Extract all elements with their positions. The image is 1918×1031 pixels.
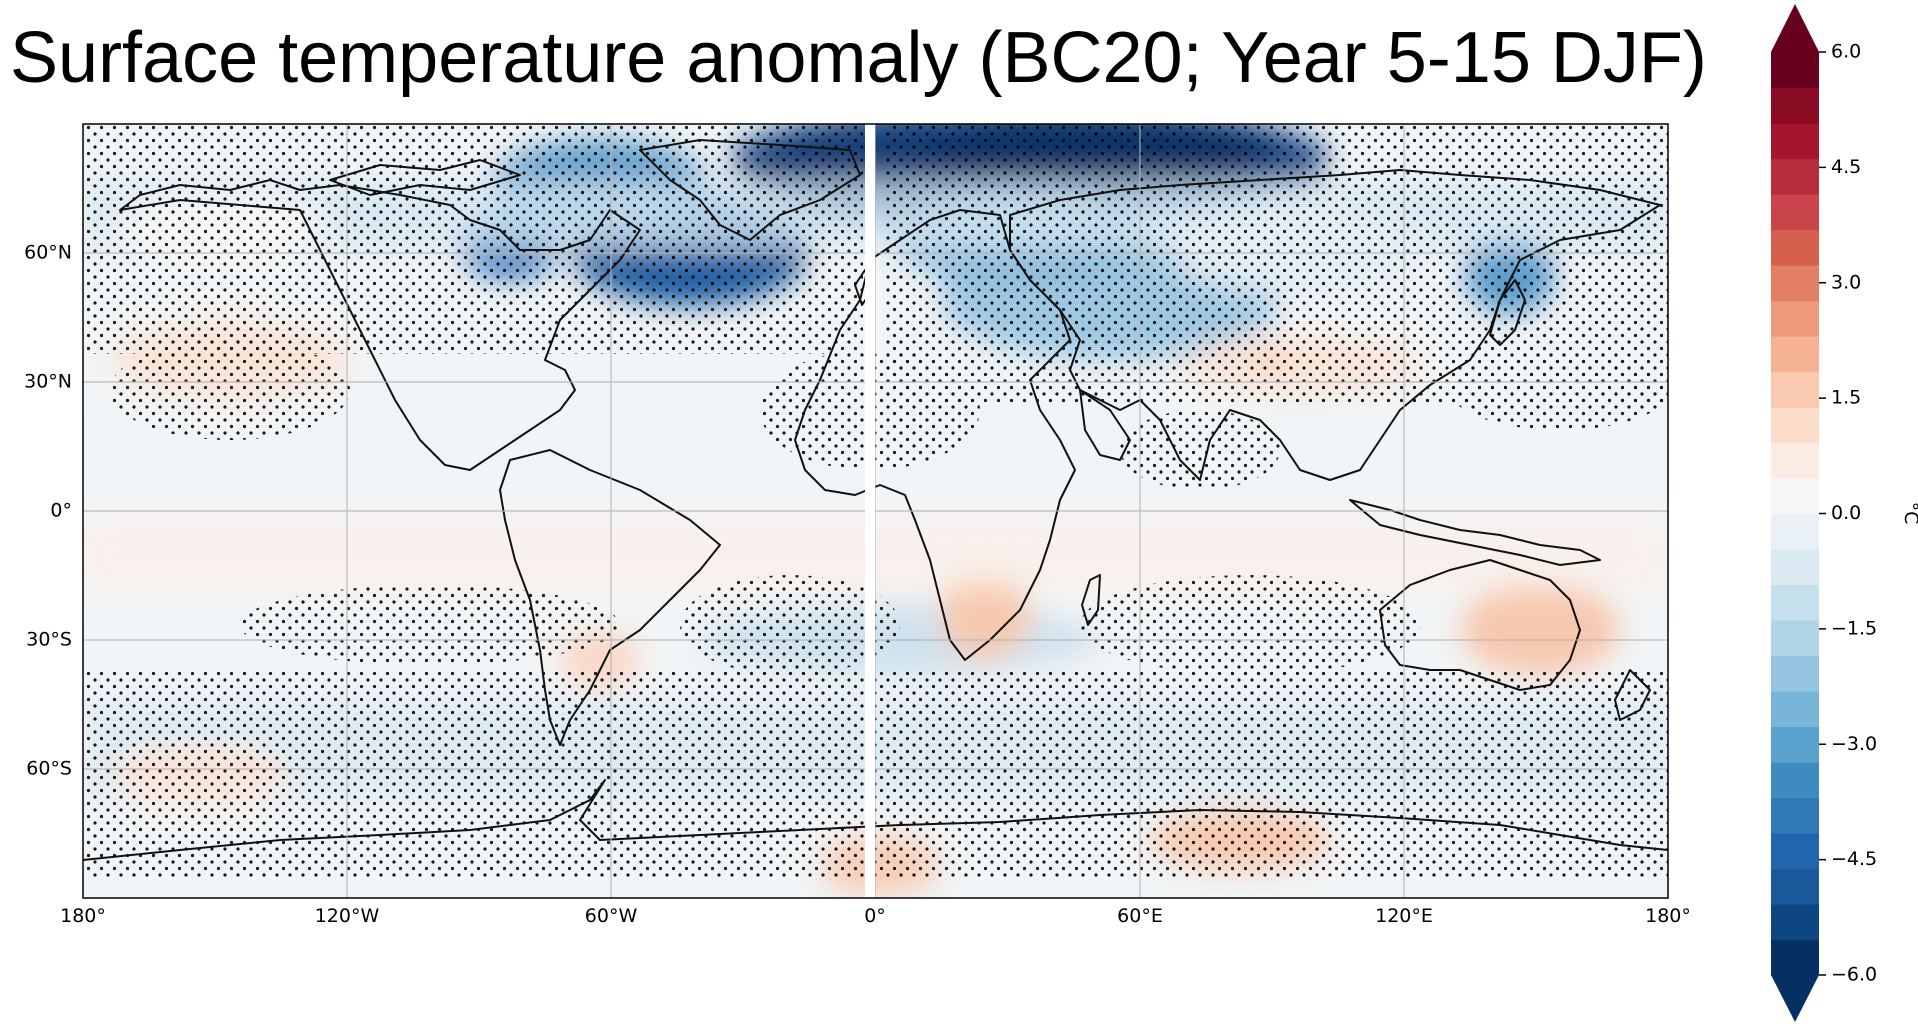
colorbar-unit-label: °C xyxy=(1900,502,1918,525)
lat-tick-labels: 60°N 30°N 0° 30°S 60°S xyxy=(24,242,72,780)
map-panel: 60°N 30°N 0° 30°S 60°S 180° 120°W 60°W 0… xyxy=(24,123,1691,927)
australia-warm-anomaly xyxy=(1460,585,1620,675)
lon-tick-label: 60°W xyxy=(585,905,638,927)
colorbar-tick-label: 3.0 xyxy=(1831,271,1861,293)
lon-tick-label: 0° xyxy=(864,905,886,927)
lat-tick-label: 60°N xyxy=(24,242,72,264)
colorbar-segment xyxy=(1771,52,1819,89)
colorbar-extend-min xyxy=(1771,975,1819,1022)
colorbar-segment xyxy=(1771,584,1819,621)
asia-coast xyxy=(1009,169,1661,481)
lon-tick-label: 60°E xyxy=(1117,905,1163,927)
colorbar-segment xyxy=(1771,726,1819,763)
map-frame xyxy=(82,123,1669,899)
colorbar-segment xyxy=(1771,655,1819,692)
lat-tick-label: 60°S xyxy=(26,758,72,780)
colorbar-segment xyxy=(1771,762,1819,799)
south-america-coast xyxy=(499,449,721,746)
lon-tick-label: 120°E xyxy=(1375,905,1433,927)
colorbar-segment xyxy=(1771,833,1819,870)
coastlines xyxy=(83,139,1668,861)
colorbar-segment xyxy=(1771,87,1819,124)
colorbar-tick-label: −4.5 xyxy=(1831,848,1877,870)
colorbar-tick-label: 0.0 xyxy=(1831,502,1861,524)
colorbar-segment xyxy=(1771,123,1819,160)
lat-tick-label: 0° xyxy=(50,500,72,522)
colorbar-tick-label: −1.5 xyxy=(1831,617,1877,639)
colorbar-segment xyxy=(1771,407,1819,444)
lat-tick-label: 30°N xyxy=(24,371,72,393)
lon-tick-labels: 180° 120°W 60°W 0° 60°E 120°E 180° xyxy=(60,905,1691,927)
colorbar-extend-max xyxy=(1771,4,1819,52)
australia-coast xyxy=(1379,559,1581,691)
colorbar-segment xyxy=(1771,229,1819,266)
colorbar-segment xyxy=(1771,868,1819,905)
colorbar-segment xyxy=(1771,797,1819,834)
colorbar-tick-label: −3.0 xyxy=(1831,733,1877,755)
colorbar-segment xyxy=(1771,442,1819,479)
colorbar-segment xyxy=(1771,158,1819,195)
colorbar-tick-label: −6.0 xyxy=(1831,964,1877,986)
chart-title: Surface temperature anomaly (BC20; Year … xyxy=(10,18,1707,98)
colorbar-segment xyxy=(1771,513,1819,550)
colorbar-segment xyxy=(1771,904,1819,941)
prime-meridian-seam xyxy=(865,124,875,898)
colorbar-segment xyxy=(1771,194,1819,231)
lon-tick-label: 180° xyxy=(1645,905,1691,927)
colorbar-segment xyxy=(1771,371,1819,408)
colorbar-segment xyxy=(1771,265,1819,302)
north-america-coast xyxy=(119,179,641,471)
greenland-coast xyxy=(639,139,861,241)
colorbar-tick-label: 6.0 xyxy=(1831,41,1861,63)
colorbar-tick-label: 4.5 xyxy=(1831,156,1861,178)
colorbar-segment xyxy=(1771,478,1819,515)
colorbar: 6.0 4.5 3.0 1.5 0.0 −1.5 −3.0 −4.5 −6.0 °C xyxy=(1771,4,1918,1022)
southern-africa-warm-anomaly xyxy=(940,570,1030,660)
colorbar-ticks: 6.0 4.5 3.0 1.5 0.0 −1.5 −3.0 −4.5 −6.0 xyxy=(1819,41,1877,986)
colorbar-segment xyxy=(1771,300,1819,337)
colorbar-segment xyxy=(1771,549,1819,586)
anomaly-field xyxy=(83,124,1668,898)
colorbar-segment xyxy=(1771,336,1819,373)
colorbar-segment xyxy=(1771,939,1819,976)
lon-tick-label: 120°W xyxy=(315,905,380,927)
lon-tick-label: 180° xyxy=(60,905,106,927)
colorbar-segment xyxy=(1771,691,1819,728)
colorbar-segment xyxy=(1771,620,1819,657)
antarctica-coast xyxy=(83,779,1668,861)
africa-europe-coast xyxy=(794,209,1076,661)
lat-tick-label: 30°S xyxy=(26,629,72,651)
maritime-continent-coast xyxy=(1349,499,1601,566)
colorbar-tick-label: 1.5 xyxy=(1831,387,1861,409)
colorbar-segments xyxy=(1771,52,1819,976)
